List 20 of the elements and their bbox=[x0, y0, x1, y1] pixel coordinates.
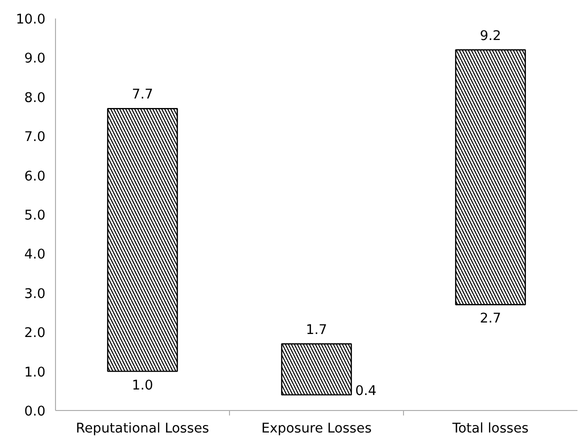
y-tick-label: 0.0 bbox=[24, 404, 46, 420]
y-tick-label: 7.0 bbox=[24, 130, 46, 146]
annotation: 0.4 bbox=[355, 384, 377, 399]
annotation: 9.2 bbox=[480, 28, 502, 44]
annotation: 2.7 bbox=[480, 312, 502, 327]
y-tick-label: 1.0 bbox=[24, 365, 46, 380]
annotation: 1.7 bbox=[306, 322, 328, 338]
y-tick-label: 9.0 bbox=[24, 52, 46, 67]
annotation: 7.7 bbox=[132, 88, 154, 103]
y-tick-label: 10.0 bbox=[16, 12, 46, 28]
y-tick-label: 3.0 bbox=[24, 286, 46, 302]
x-tick-label: Total losses bbox=[451, 422, 529, 436]
x-tick-label: Reputational Losses bbox=[76, 422, 210, 436]
annotation: 1.0 bbox=[132, 378, 154, 394]
y-tick-label: 6.0 bbox=[24, 169, 46, 184]
x-tick-label: Exposure Losses bbox=[261, 422, 372, 436]
y-tick-label: 4.0 bbox=[24, 248, 46, 263]
y-tick-label: 5.0 bbox=[24, 208, 46, 224]
y-tick-label: 8.0 bbox=[24, 90, 46, 106]
y-tick-label: 2.0 bbox=[24, 326, 46, 342]
